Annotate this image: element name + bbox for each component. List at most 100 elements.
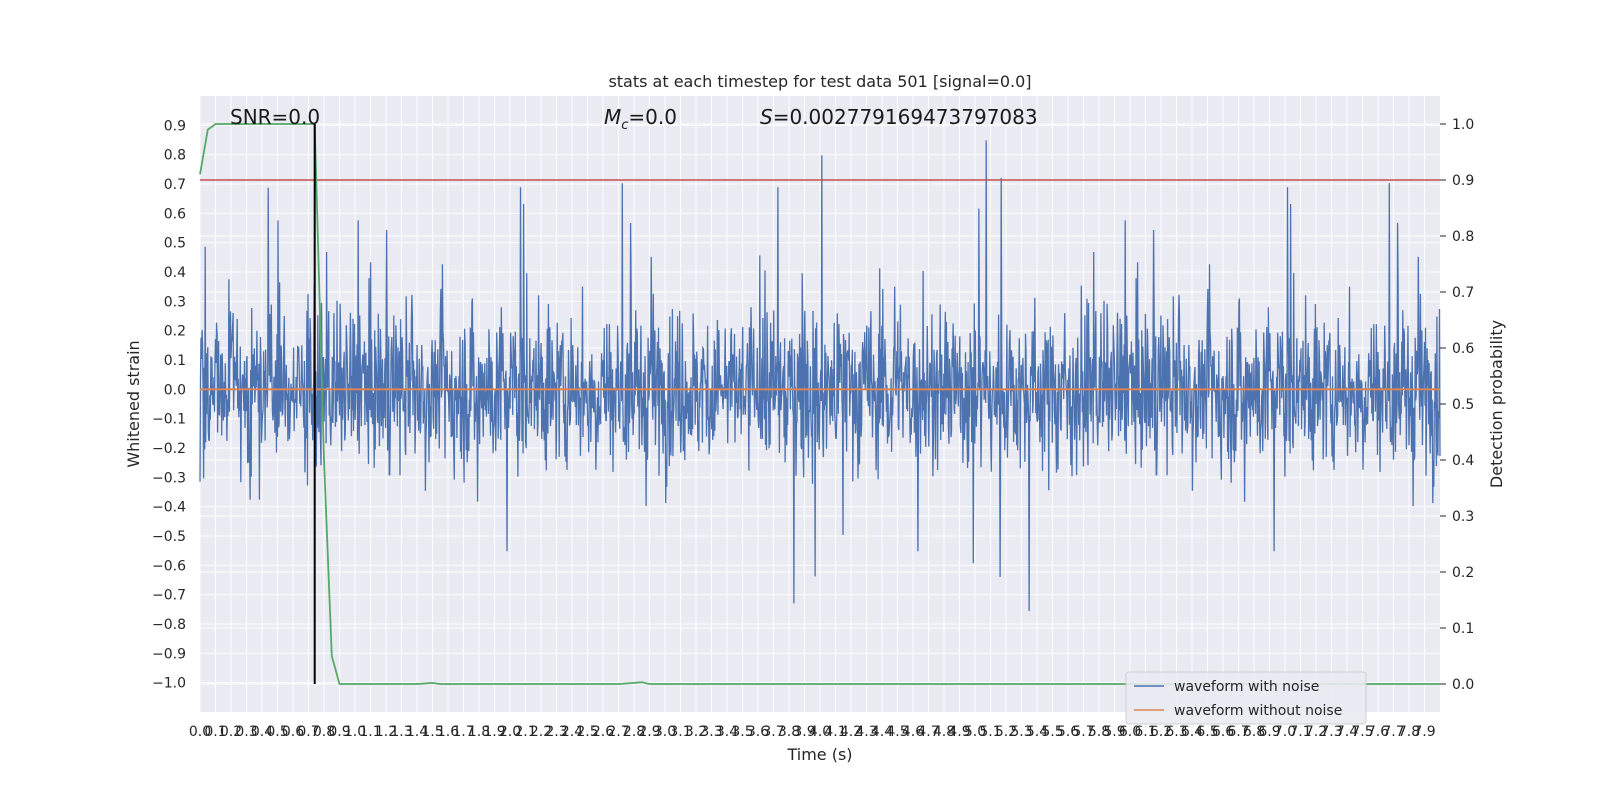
chirp-mass-annotation: Mc=0.0 [604, 105, 677, 133]
y-tick-label: −0.5 [152, 529, 186, 545]
y-tick-label: −0.9 [152, 646, 186, 662]
y-axis-label: Whitened strain [124, 340, 143, 467]
snr-annotation: SNR=0.0 [230, 105, 320, 129]
y-tick-label: 0.2 [164, 324, 186, 340]
x-tick-label: 6.0 [1119, 724, 1141, 740]
y-tick-label: 0.4 [164, 265, 186, 281]
x-tick-label: 5.6 [1057, 724, 1079, 740]
y2-tick-label: 0.1 [1452, 621, 1474, 637]
x-tick-label: 3.8 [778, 724, 800, 740]
x-tick-label: 0.9 [328, 724, 350, 740]
y-tick-label: −0.1 [152, 412, 186, 428]
x-tick-label: 1.6 [437, 724, 459, 740]
x-tick-label: 4.0 [809, 724, 831, 740]
x-tick-label: 3.2 [685, 724, 707, 740]
y2-tick-label: 0.6 [1452, 341, 1474, 357]
x-tick-label: 5.3 [1010, 724, 1032, 740]
x-tick-label: 7.1 [1289, 724, 1311, 740]
x-tick-label: 7.4 [1336, 724, 1358, 740]
x-tick-label: 5.4 [1026, 724, 1048, 740]
x-tick-label: 3.0 [654, 724, 676, 740]
x-tick-label: 5.7 [1072, 724, 1094, 740]
y-tick-label: 0.9 [164, 118, 186, 134]
x-tick-label: 0.5 [266, 724, 288, 740]
x-tick-label: 1.5 [421, 724, 443, 740]
x-tick-label: 7.9 [1413, 724, 1435, 740]
y-tick-label: 0.8 [164, 148, 186, 164]
x-tick-label: 1.1 [359, 724, 381, 740]
detection-probability-line [199, 123, 1440, 685]
x-tick-label: 6.7 [1227, 724, 1249, 740]
y-tick-label: 0.6 [164, 206, 186, 222]
y-tick-label: −0.8 [152, 617, 186, 633]
x-tick-label: 0.8 [313, 724, 335, 740]
x-tick-label: 2.5 [576, 724, 598, 740]
y2-tick-label: 1.0 [1452, 117, 1474, 133]
y-tick-label: −0.7 [152, 588, 186, 604]
x-tick-label: 6.5 [1196, 724, 1218, 740]
y2-tick-label: 0.9 [1452, 173, 1474, 189]
y-tick-label: 0.1 [164, 353, 186, 369]
x-tick-label: 4.1 [824, 724, 846, 740]
x-tick-label: 6.1 [1134, 724, 1156, 740]
x-tick-label: 3.3 [700, 724, 722, 740]
x-tick-label: 2.1 [514, 724, 536, 740]
x-tick-label: 0.2 [220, 724, 242, 740]
y2-axis-ticks: 1.0 0.9 0.8 0.7 0.6 0.5 0.4 0.3 0.2 0.1 0.0 [1440, 117, 1474, 693]
s-annotation: S=0.002779169473797083 [760, 105, 1038, 129]
y-tick-label: 0.3 [164, 294, 186, 310]
y2-axis-label: Detection probability [1487, 320, 1506, 488]
y-tick-label: 0.7 [164, 177, 186, 193]
y-tick-label: 0.0 [164, 382, 186, 398]
y-axis-ticks: 0.9 0.8 0.7 0.6 0.5 0.4 0.3 0.2 0.1 0.0 −0.1 −0.2 −0… [152, 118, 186, 691]
x-tick-label: 7.6 [1367, 724, 1389, 740]
x-tick-label: 2.2 [530, 724, 552, 740]
x-tick-label: 5.9 [1103, 724, 1125, 740]
x-tick-label: 5.1 [979, 724, 1001, 740]
x-tick-label: 4.5 [886, 724, 908, 740]
x-tick-label: 5.2 [995, 724, 1017, 740]
x-tick-label: 0.1 [204, 724, 226, 740]
series-waveform-with-noise [199, 140, 1441, 612]
y-tick-label: −0.3 [152, 470, 186, 486]
y-tick-label: −1.0 [152, 676, 186, 692]
x-tick-label: 1.4 [406, 724, 428, 740]
x-tick-label: 5.0 [964, 724, 986, 740]
x-tick-label: 3.1 [669, 724, 691, 740]
x-tick-label: 7.3 [1320, 724, 1342, 740]
x-tick-label: 6.2 [1150, 724, 1172, 740]
x-tick-label: 3.5 [731, 724, 753, 740]
x-tick-label: 6.3 [1165, 724, 1187, 740]
x-tick-label: 7.0 [1274, 724, 1296, 740]
x-tick-label: 1.7 [452, 724, 474, 740]
x-tick-label: 6.6 [1212, 724, 1234, 740]
x-tick-label: 4.9 [948, 724, 970, 740]
chart-marks [199, 123, 1440, 685]
x-tick-label: 6.8 [1243, 724, 1265, 740]
x-tick-label: 1.9 [483, 724, 505, 740]
x-tick-label: 0.3 [235, 724, 257, 740]
x-tick-label: 4.3 [855, 724, 877, 740]
x-axis-label: Time (s) [786, 745, 852, 764]
y2-tick-label: 0.0 [1452, 677, 1474, 693]
x-tick-label: 0.6 [282, 724, 304, 740]
x-tick-label: 4.4 [871, 724, 893, 740]
x-tick-label: 2.7 [607, 724, 629, 740]
x-tick-label: 7.8 [1398, 724, 1420, 740]
x-tick-label: 7.5 [1351, 724, 1373, 740]
x-tick-label: 2.3 [545, 724, 567, 740]
x-tick-label: 7.7 [1382, 724, 1404, 740]
y-tick-label: −0.4 [152, 500, 186, 516]
legend: waveform with noise waveform without noi… [1125, 671, 1367, 725]
x-tick-label: 4.6 [902, 724, 924, 740]
legend-label-with-noise: waveform with noise [1174, 679, 1319, 695]
x-tick-label: 1.3 [390, 724, 412, 740]
x-tick-label: 2.8 [623, 724, 645, 740]
x-tick-label: 2.0 [499, 724, 521, 740]
x-tick-label: 4.2 [840, 724, 862, 740]
x-tick-label: 3.7 [762, 724, 784, 740]
x-tick-label: 1.8 [468, 724, 490, 740]
y2-tick-label: 0.7 [1452, 285, 1474, 301]
x-tick-label: 7.2 [1305, 724, 1327, 740]
x-tick-label: 5.8 [1088, 724, 1110, 740]
